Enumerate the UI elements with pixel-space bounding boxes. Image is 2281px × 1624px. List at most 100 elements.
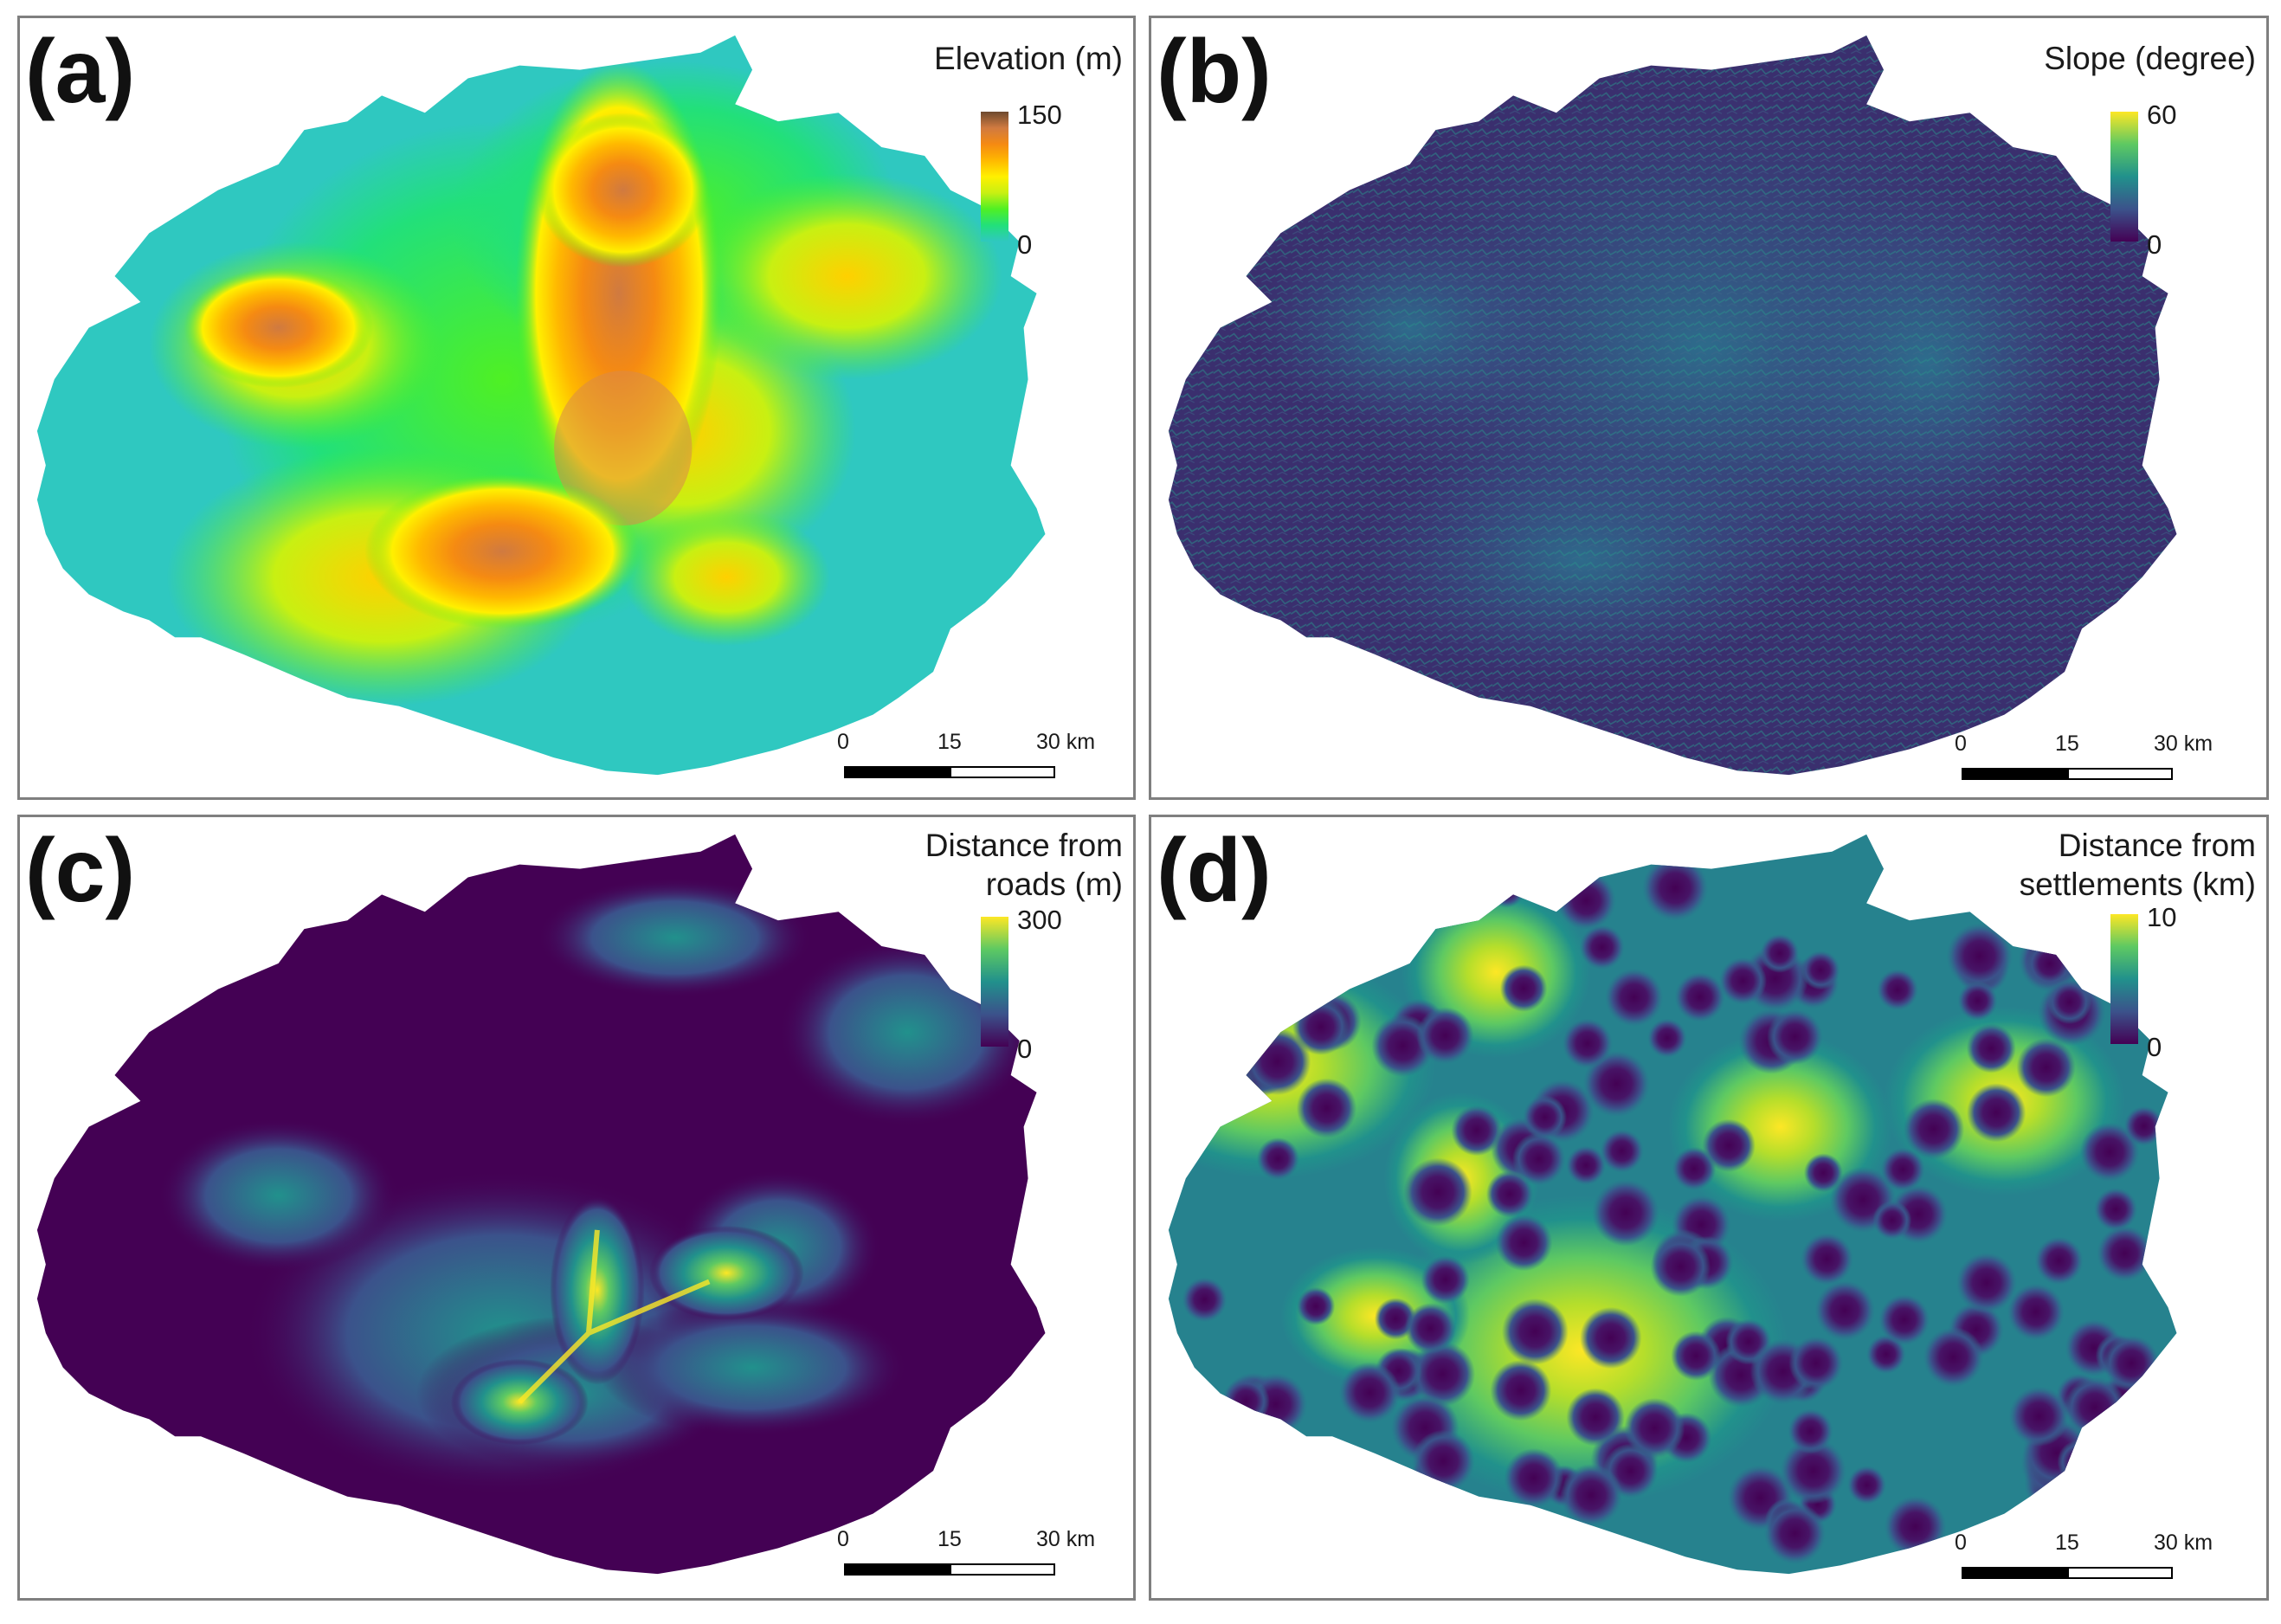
settlement-low-distance-spot <box>1702 1118 1756 1172</box>
settlement-low-distance-spot <box>1300 910 1341 951</box>
settlement-low-distance-spot <box>1788 1408 1833 1454</box>
panel-label: (a) <box>25 22 136 122</box>
scale-white-segment <box>2067 1567 2173 1579</box>
settlement-low-distance-spot <box>1562 1018 1613 1069</box>
legend-title: Distance from settlements (km) <box>2019 828 2256 903</box>
settlement-low-distance-spot <box>1411 1429 1475 1493</box>
settlement-low-distance-spot <box>1256 1137 1300 1181</box>
scale-black-segment <box>844 1563 950 1576</box>
settlement-low-distance-spot <box>1780 1438 1847 1505</box>
settlement-low-distance-spot <box>1956 1252 2018 1314</box>
settlement-low-distance-spot <box>1171 1414 1238 1479</box>
settlement-low-distance-spot <box>1846 1465 1887 1505</box>
settlement-low-distance-spot <box>1604 968 1664 1027</box>
settlement-low-distance-spot <box>1671 1331 1722 1381</box>
settlement-low-distance-spot <box>2007 1283 2065 1341</box>
scale-label-30: 30 km <box>2154 1531 2213 1555</box>
legend-colorbar <box>981 917 1008 1047</box>
settlement-low-distance-spot <box>1566 1388 1625 1447</box>
legend-min-value: 0 <box>2147 229 2162 260</box>
legend-colorbar <box>2110 112 2138 242</box>
settlement-low-distance-spot <box>1600 1129 1644 1173</box>
scale-label-15: 15 <box>2055 731 2079 756</box>
settlement-low-distance-spot <box>1865 1334 1906 1375</box>
settlement-low-distance-spot <box>1485 1170 1534 1218</box>
panel-distance-settlements: (d) Distance from settlements (km) 10 0 0… <box>1149 815 2269 1601</box>
settlement-low-distance-spot <box>1641 854 1709 921</box>
settlement-low-distance-spot <box>1814 1279 1876 1341</box>
scale-label-0: 0 <box>837 1527 849 1551</box>
settlement-low-distance-spot <box>2057 1466 2117 1526</box>
settlement-low-distance-spot <box>1296 1286 1336 1326</box>
settlement-low-distance-spot <box>1560 1464 1623 1527</box>
settlement-low-distance-spot <box>1243 1028 1311 1096</box>
settlement-low-distance-spot <box>1801 950 1840 990</box>
settlement-low-distance-spot <box>2046 979 2092 1025</box>
settlement-low-distance-spot <box>2123 1105 2165 1146</box>
scale-label-0: 0 <box>1955 731 1967 756</box>
legend-max-value: 300 <box>1017 905 1062 935</box>
scale-white-segment <box>2067 768 2173 780</box>
scale-bar: 0 15 30 km <box>825 730 1095 797</box>
scale-white-segment <box>950 766 1055 778</box>
settlement-low-distance-spot <box>1523 1095 1568 1139</box>
scale-white-segment <box>950 1563 1055 1576</box>
settlement-low-distance-spot <box>1511 1132 1566 1186</box>
settlement-low-distance-spot <box>1182 1277 1227 1323</box>
settlement-low-distance-spot <box>1499 964 1548 1012</box>
settlement-low-distance-spot <box>2034 1236 2084 1286</box>
legend-title: Distance from roads (m) <box>925 828 1123 903</box>
settlement-low-distance-spot <box>1217 919 1275 977</box>
settlement-low-distance-spot <box>1201 1059 1256 1114</box>
scale-label-30: 30 km <box>2154 731 2213 756</box>
settlement-low-distance-spot <box>1490 1359 1552 1421</box>
settlement-low-distance-spot <box>1718 957 1767 1005</box>
settlement-low-distance-spot <box>1421 1255 1470 1305</box>
panel-slope: (b) Slope (degree) 60 0 0 15 30 km <box>1149 16 2269 800</box>
settlement-low-distance-spot <box>1957 981 1998 1021</box>
settlement-low-distance-spot <box>2093 1187 2138 1232</box>
scale-label-15: 15 <box>938 730 962 754</box>
settlement-low-distance-spot <box>1872 1201 1912 1240</box>
settlement-low-distance-spot <box>1800 1232 1854 1286</box>
settlement-low-distance-spot <box>1368 880 1421 932</box>
scale-label-0: 0 <box>1955 1531 1967 1555</box>
legend-min-value: 0 <box>2147 1032 2162 1062</box>
settlement-low-distance-spot <box>1288 1481 1331 1524</box>
scale-label-15: 15 <box>2055 1531 2079 1555</box>
settlement-low-distance-spot <box>1903 1099 1965 1160</box>
settlement-low-distance-spot <box>1495 1214 1553 1272</box>
scale-black-segment <box>844 766 950 778</box>
settlement-low-distance-spot <box>1272 1468 1336 1532</box>
settlement-low-distance-spot <box>2097 1225 2153 1282</box>
elevation-map <box>36 35 1046 776</box>
settlement-low-distance-spot <box>1255 1531 1301 1575</box>
legend-title: Slope (degree) <box>2044 41 2256 76</box>
scale-black-segment <box>1962 768 2067 780</box>
settlement-low-distance-spot <box>1288 924 1327 963</box>
settlement-low-distance-spot <box>1580 1306 1642 1369</box>
settlement-low-distance-spot <box>1403 1157 1472 1227</box>
settlement-low-distance-spot <box>2079 1122 2140 1183</box>
legend-min-value: 0 <box>1017 229 1033 260</box>
legend-title: Elevation (m) <box>934 41 1123 76</box>
settlement-low-distance-spot <box>2016 1038 2076 1098</box>
settlement-low-distance-spot <box>1582 1050 1651 1118</box>
legend-max-value: 150 <box>1017 100 1062 130</box>
settlement-low-distance-spot <box>1409 1341 1476 1407</box>
settlement-low-distance-spot <box>1592 1178 1660 1247</box>
scale-bar: 0 15 30 km <box>1943 731 2213 797</box>
settlement-low-distance-spot <box>1504 1447 1564 1508</box>
settlement-low-distance-spot <box>1674 971 1725 1022</box>
settlement-low-distance-spot <box>1338 1362 1401 1424</box>
legend-min-value: 0 <box>1017 1034 1033 1064</box>
settlement-low-distance-spot <box>1556 870 1616 931</box>
panel-label: (d) <box>1157 821 1272 921</box>
roads-distance-map <box>36 834 1046 1575</box>
settlement-low-distance-spot <box>2103 1335 2160 1392</box>
scale-label-30: 30 km <box>1036 730 1096 754</box>
settlement-low-distance-spot <box>2057 1440 2102 1484</box>
panel-elevation: (a) Elevation (m) 150 0 0 15 30 km <box>17 16 1136 800</box>
legend-max-value: 60 <box>2147 100 2177 130</box>
settlement-low-distance-spot <box>1344 915 1391 962</box>
